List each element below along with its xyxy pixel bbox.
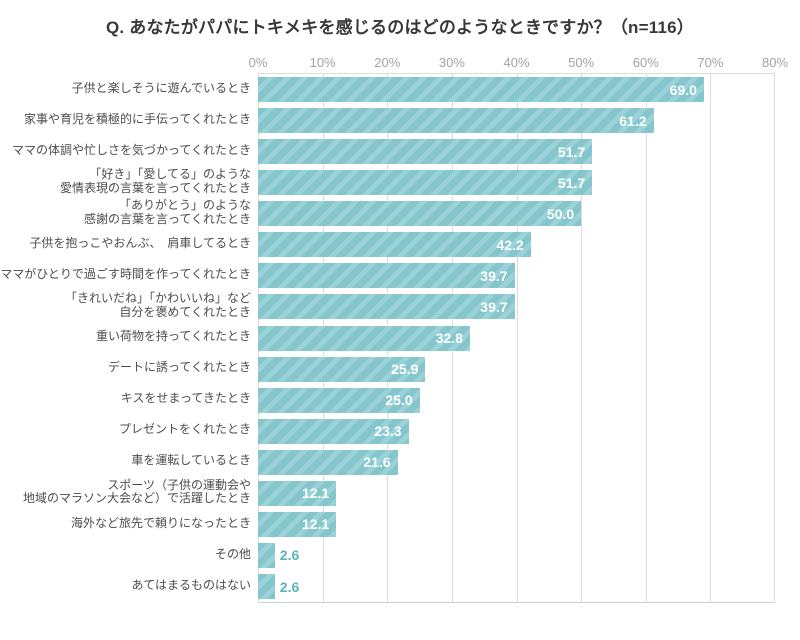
category-label: プレゼントをくれたとき [118,422,251,437]
bar-row: 50.0 [258,198,775,229]
bar-value: 12.1 [301,516,330,533]
bar-row: 39.7 [258,260,775,291]
x-axis-tick: 30% [438,55,465,70]
bar: 25.0 [258,387,420,413]
x-axis-tick: 10% [309,55,336,70]
x-axis-tick: 50% [568,55,595,70]
bar-value: 51.7 [557,143,586,160]
category-label: あてはまるものはない [131,577,251,592]
category-label: 「好き」「愛してる」のような 愛情表現の言葉を言ってくれたとき [59,166,251,195]
category-label: 海外など旅先で頼りになったとき [70,515,251,530]
bar-row: 39.7 [258,291,775,322]
bar [258,574,275,600]
x-axis-tick: 40% [503,55,530,70]
bar-row: 69.0 [258,74,775,105]
bar-row: 42.2 [258,229,775,260]
category-label: 重い荷物を持ってくれたとき [95,329,251,344]
chart-title: Q. あなたがパパにトキメキを感じるのはどのようなときですか？（n=116） [105,18,694,37]
bar-row: 25.9 [258,354,775,385]
category-label: スポーツ（子供の運動会や 地域のマラソン大会など）で活躍したとき [22,477,251,506]
bar-row: 2.6 [258,571,775,602]
bar: 69.0 [258,77,704,103]
gridline [516,74,518,602]
bar: 21.6 [258,449,398,475]
gridline [645,74,647,602]
category-label: ママの体調や忙しさを気づかってくれたとき [11,142,251,157]
x-axis-tick: 80% [761,55,789,70]
x-axis-tick: 60% [632,55,659,70]
bar: 12.1 [258,511,337,537]
category-label: 車を運転しているとき [131,453,251,468]
bar-row: 25.0 [258,385,775,416]
bar-value: 2.6 [279,578,300,595]
bar-row: 21.6 [258,447,775,478]
bar-row: 51.7 [258,136,775,167]
bar-value: 21.6 [363,454,391,471]
category-label: 子供を抱っこやおんぶ、 肩車してるとき [29,235,251,250]
bar-row: 23.3 [258,416,775,447]
bar-value: 69.0 [669,81,697,98]
category-label: 「きれいだね」「かわいいね」など 自分を褒めてくれたとき [64,291,251,319]
bar-value: 42.2 [496,236,524,253]
category-label: 子供と楽しそうに遊んでいるとき [71,80,251,95]
bar: 51.7 [258,170,593,196]
bar-value: 39.7 [480,267,508,284]
x-axis: 0% 10% 20% 30% 40% 50% 60% 70% 80% [249,55,788,73]
bar-value: 2.6 [279,547,300,564]
bar: 39.7 [258,263,515,289]
bar: 51.7 [258,139,593,165]
bar-value: 23.3 [374,423,402,440]
category-labels: 子供と楽しそうに遊んでいるとき家事や育児を積極的に手伝ってくれたときママの体調や… [0,73,251,601]
bar-value: 50.0 [546,205,575,222]
bar-rows: 69.0 61.2 51.7 51.7 50.0 42.2 39.7 39.7 32.8 25.9… [258,74,775,602]
bar-row: 2.6 [258,540,775,571]
bar-value: 39.7 [480,298,508,315]
bar-value: 51.7 [557,174,586,191]
bar-value: 12.1 [301,485,330,502]
bar: 61.2 [258,108,654,134]
category-label: その他 [214,546,251,561]
bar-row: 61.2 [258,105,775,136]
bar-value: 32.8 [435,330,463,347]
bar: 50.0 [258,201,582,227]
bar: 23.3 [258,418,409,444]
bar: 32.8 [258,325,470,351]
gridline [774,74,775,602]
x-axis-tick: 20% [374,55,401,70]
gridline [581,74,583,602]
bar-row: 51.7 [258,167,775,198]
category-label: デートに誘ってくれたとき [107,360,251,375]
bar: 42.2 [258,232,531,258]
bar: 39.7 [258,294,515,320]
bar-value: 25.9 [391,361,419,378]
category-label: 「ありがとう」のような 感謝の言葉を言ってくれたとき [83,197,251,226]
bar-row: 32.8 [258,323,775,354]
x-axis-tick: 0% [248,55,268,70]
bar [258,542,275,568]
gridline [710,74,712,602]
bar-value: 61.2 [619,112,647,129]
bar: 25.9 [258,356,426,382]
category-label: 家事や育児を積極的に手伝ってくれたとき [23,111,251,126]
bar-row: 12.1 [258,478,775,509]
plot-area: 69.0 61.2 51.7 51.7 50.0 42.2 39.7 39.7 32.8 25.9… [258,73,775,603]
bar-row: 12.1 [258,509,775,540]
bar: 12.1 [258,480,337,506]
bar-value: 25.0 [385,392,413,409]
category-label: ママがひとりで過ごす時間を作ってくれたとき [0,267,251,281]
category-label: キスをせまってきたとき [120,391,251,406]
x-axis-tick: 70% [697,55,724,70]
